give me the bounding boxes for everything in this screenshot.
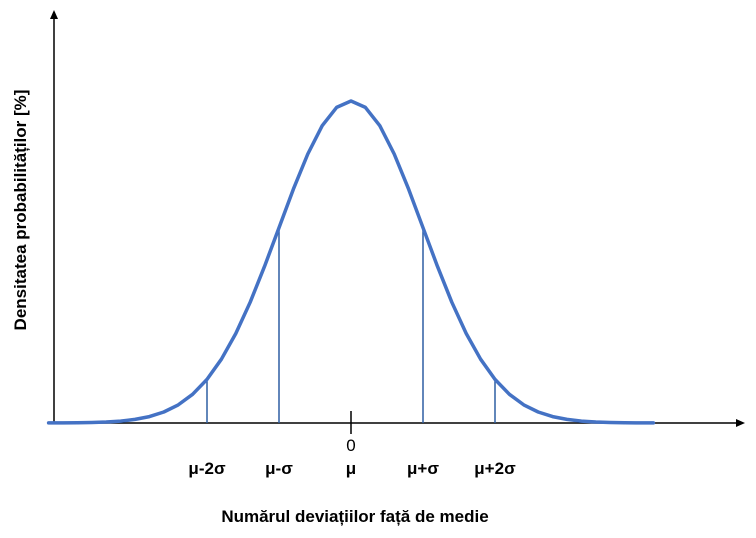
zero-tick-label: 0 [346, 436, 355, 455]
density-curve [46, 99, 656, 425]
sigma-marker-lines [206, 227, 496, 423]
y-axis-arrow-icon [50, 10, 58, 19]
sigma-tick-label: μ+σ [407, 459, 439, 478]
x-axis-title: Numărul deviațiilor față de medie [221, 507, 488, 526]
sigma-tick-label: μ-2σ [188, 459, 226, 478]
x-axis-arrow-icon [736, 419, 745, 427]
sigma-tick-labels: μ-2σ μ-σ μ μ+σ μ+2σ [188, 459, 516, 478]
sigma-tick-label: μ+2σ [474, 459, 516, 478]
y-axis-title: Densitatea probabilităților [%] [11, 90, 30, 331]
axes [50, 10, 745, 434]
sigma-tick-label: μ [346, 459, 356, 478]
sigma-tick-label: μ-σ [265, 459, 293, 478]
